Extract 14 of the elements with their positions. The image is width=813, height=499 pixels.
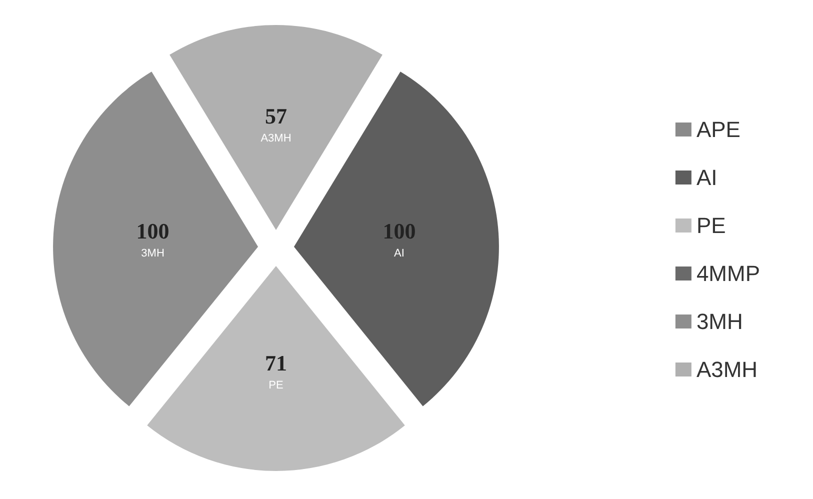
data-label: 100 xyxy=(382,218,416,244)
legend-label: 4MMP xyxy=(696,261,760,286)
legend-label: APE xyxy=(696,117,740,142)
data-label: 100 xyxy=(136,218,170,244)
legend-label: A3MH xyxy=(696,357,758,382)
data-label: 71 xyxy=(265,350,287,376)
legend-label: 3MH xyxy=(696,309,743,334)
slice-label: A3MH xyxy=(260,132,292,144)
slice-label: AI xyxy=(394,248,404,260)
slice-label: 3MH xyxy=(141,248,164,260)
legend-label: PE xyxy=(696,213,726,238)
legend-label: AI xyxy=(696,165,718,190)
slice-label: PE xyxy=(268,380,284,392)
data-label: 57 xyxy=(265,104,287,128)
